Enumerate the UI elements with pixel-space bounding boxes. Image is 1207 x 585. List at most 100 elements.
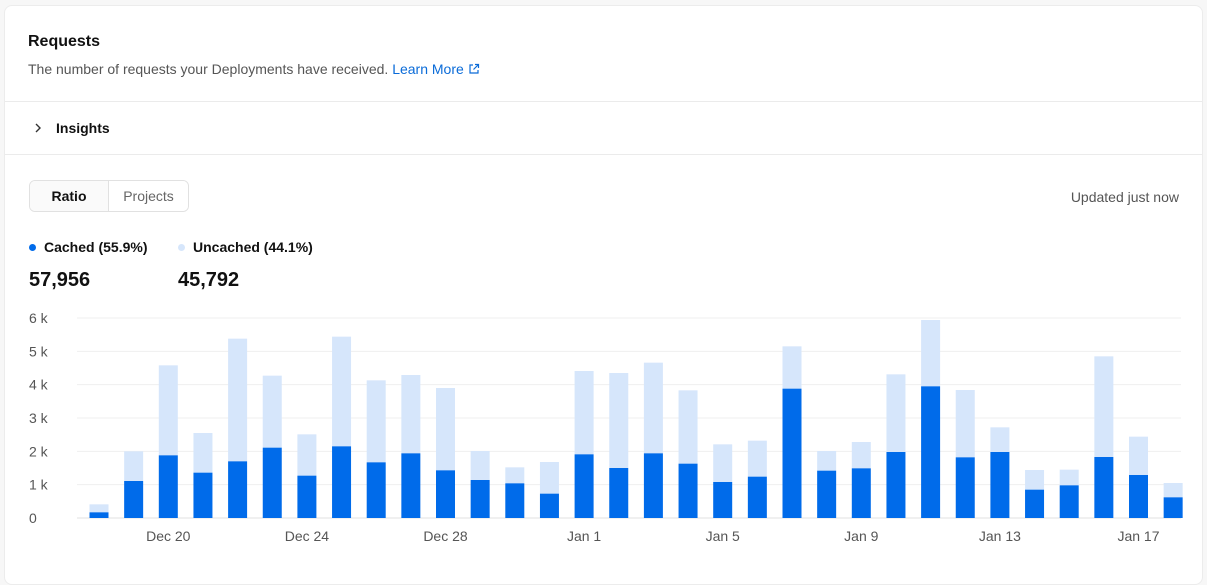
uncached-bar[interactable]	[609, 373, 629, 468]
cached-bar[interactable]	[817, 470, 837, 518]
uncached-bar[interactable]	[1025, 470, 1045, 490]
cached-total: 57,956	[29, 269, 91, 291]
uncached-bar[interactable]	[228, 338, 248, 462]
uncached-bar[interactable]	[713, 444, 733, 482]
view-switcher: Ratio Projects	[29, 180, 189, 212]
uncached-bar[interactable]	[1163, 483, 1183, 498]
cached-bar[interactable]	[539, 493, 559, 518]
uncached-bar[interactable]	[1129, 436, 1148, 475]
y-tick-label: 6 k	[29, 310, 49, 326]
cached-bar[interactable]	[851, 468, 871, 518]
cached-bar[interactable]	[1025, 489, 1045, 518]
cached-bar[interactable]	[1094, 457, 1114, 518]
cached-bar[interactable]	[436, 470, 455, 518]
uncached-bar[interactable]	[643, 362, 663, 454]
description-text: The number of requests your Deployments …	[28, 61, 389, 77]
uncached-bar[interactable]	[297, 434, 317, 476]
cached-bar[interactable]	[401, 453, 421, 518]
cached-bar[interactable]	[713, 482, 733, 518]
cached-bar[interactable]	[921, 386, 941, 518]
cached-bar[interactable]	[886, 452, 906, 518]
uncached-bar[interactable]	[782, 346, 802, 389]
cached-bar[interactable]	[505, 483, 525, 518]
x-tick-label: Jan 13	[979, 528, 1021, 544]
uncached-bar[interactable]	[955, 390, 975, 458]
x-tick-label: Dec 24	[285, 528, 330, 544]
chevron-right-icon	[35, 123, 41, 133]
uncached-total: 45,792	[178, 269, 240, 291]
uncached-bar[interactable]	[436, 388, 455, 471]
x-tick-label: Dec 20	[146, 528, 191, 544]
cached-bar[interactable]	[366, 462, 386, 518]
uncached-bar[interactable]	[574, 371, 594, 455]
cached-bar[interactable]	[158, 455, 178, 518]
cached-bar[interactable]	[643, 453, 663, 518]
uncached-bar[interactable]	[366, 380, 386, 463]
uncached-bar[interactable]	[262, 375, 282, 448]
uncached-bar[interactable]	[851, 442, 871, 469]
x-tick-label: Jan 9	[844, 528, 878, 544]
cached-bar[interactable]	[193, 472, 213, 518]
insights-toggle[interactable]: Insights	[5, 103, 1202, 155]
uncached-dot-icon	[178, 244, 185, 251]
external-link-icon	[469, 63, 479, 74]
uncached-bar[interactable]	[747, 440, 767, 477]
learn-more-link[interactable]: Learn More	[392, 61, 480, 77]
uncached-bar[interactable]	[886, 374, 906, 452]
uncached-bar[interactable]	[89, 504, 109, 513]
cached-bar[interactable]	[228, 461, 248, 518]
y-tick-label: 1 k	[29, 477, 49, 493]
cached-bar[interactable]	[747, 476, 767, 518]
cached-bar[interactable]	[990, 452, 1010, 518]
cached-bar[interactable]	[574, 454, 594, 518]
cached-dot-icon	[29, 244, 36, 251]
tab-projects[interactable]: Projects	[109, 181, 188, 211]
x-tick-label: Jan 5	[706, 528, 740, 544]
cached-bar[interactable]	[124, 481, 144, 518]
uncached-bar[interactable]	[990, 427, 1010, 452]
x-tick-label: Dec 28	[423, 528, 468, 544]
legend-cached: Cached (55.9%)	[29, 239, 147, 255]
uncached-bar[interactable]	[193, 433, 213, 473]
cached-bar[interactable]	[262, 447, 282, 518]
cached-bar[interactable]	[1163, 497, 1183, 518]
uncached-bar[interactable]	[158, 365, 178, 456]
y-tick-label: 3 k	[29, 410, 49, 426]
uncached-bar[interactable]	[124, 451, 144, 481]
uncached-bar[interactable]	[678, 390, 698, 464]
y-tick-label: 0	[29, 510, 37, 526]
requests-card: Requests The number of requests your Dep…	[4, 5, 1203, 585]
cached-bar[interactable]	[89, 512, 109, 518]
x-tick-label: Jan 1	[567, 528, 601, 544]
y-tick-label: 2 k	[29, 443, 49, 459]
uncached-bar[interactable]	[401, 375, 421, 454]
uncached-bar[interactable]	[1094, 356, 1114, 457]
cached-bar[interactable]	[1129, 475, 1148, 518]
insights-label: Insights	[56, 120, 110, 136]
cached-bar[interactable]	[297, 475, 317, 518]
legend-uncached: Uncached (44.1%)	[178, 239, 313, 255]
cached-bar[interactable]	[1059, 485, 1079, 518]
cached-bar[interactable]	[470, 480, 490, 518]
uncached-bar[interactable]	[817, 451, 837, 471]
cached-bar[interactable]	[332, 446, 352, 518]
card-header: Requests The number of requests your Dep…	[5, 6, 1202, 102]
tab-ratio[interactable]: Ratio	[30, 181, 109, 211]
card-description: The number of requests your Deployments …	[28, 61, 480, 77]
uncached-bar[interactable]	[921, 320, 941, 387]
requests-bar-chart: 0 1 k 2 k 3 k 4 k 5 k 6 k Dec 20 Dec 24 Dec 28 Jan…	[29, 310, 1183, 544]
card-title: Requests	[28, 33, 101, 50]
cached-bar[interactable]	[782, 388, 802, 518]
uncached-bar[interactable]	[1059, 469, 1079, 486]
cached-bar[interactable]	[609, 468, 629, 518]
cached-bar[interactable]	[678, 463, 698, 518]
uncached-bar[interactable]	[539, 462, 559, 494]
x-tick-label: Jan 17	[1117, 528, 1159, 544]
y-tick-label: 4 k	[29, 377, 49, 393]
legend-cached-label: Cached (55.9%)	[44, 239, 148, 255]
uncached-bar[interactable]	[470, 451, 490, 480]
cached-bar[interactable]	[955, 457, 975, 518]
uncached-bar[interactable]	[332, 336, 352, 447]
uncached-bar[interactable]	[505, 467, 525, 484]
learn-more-label: Learn More	[392, 61, 464, 77]
